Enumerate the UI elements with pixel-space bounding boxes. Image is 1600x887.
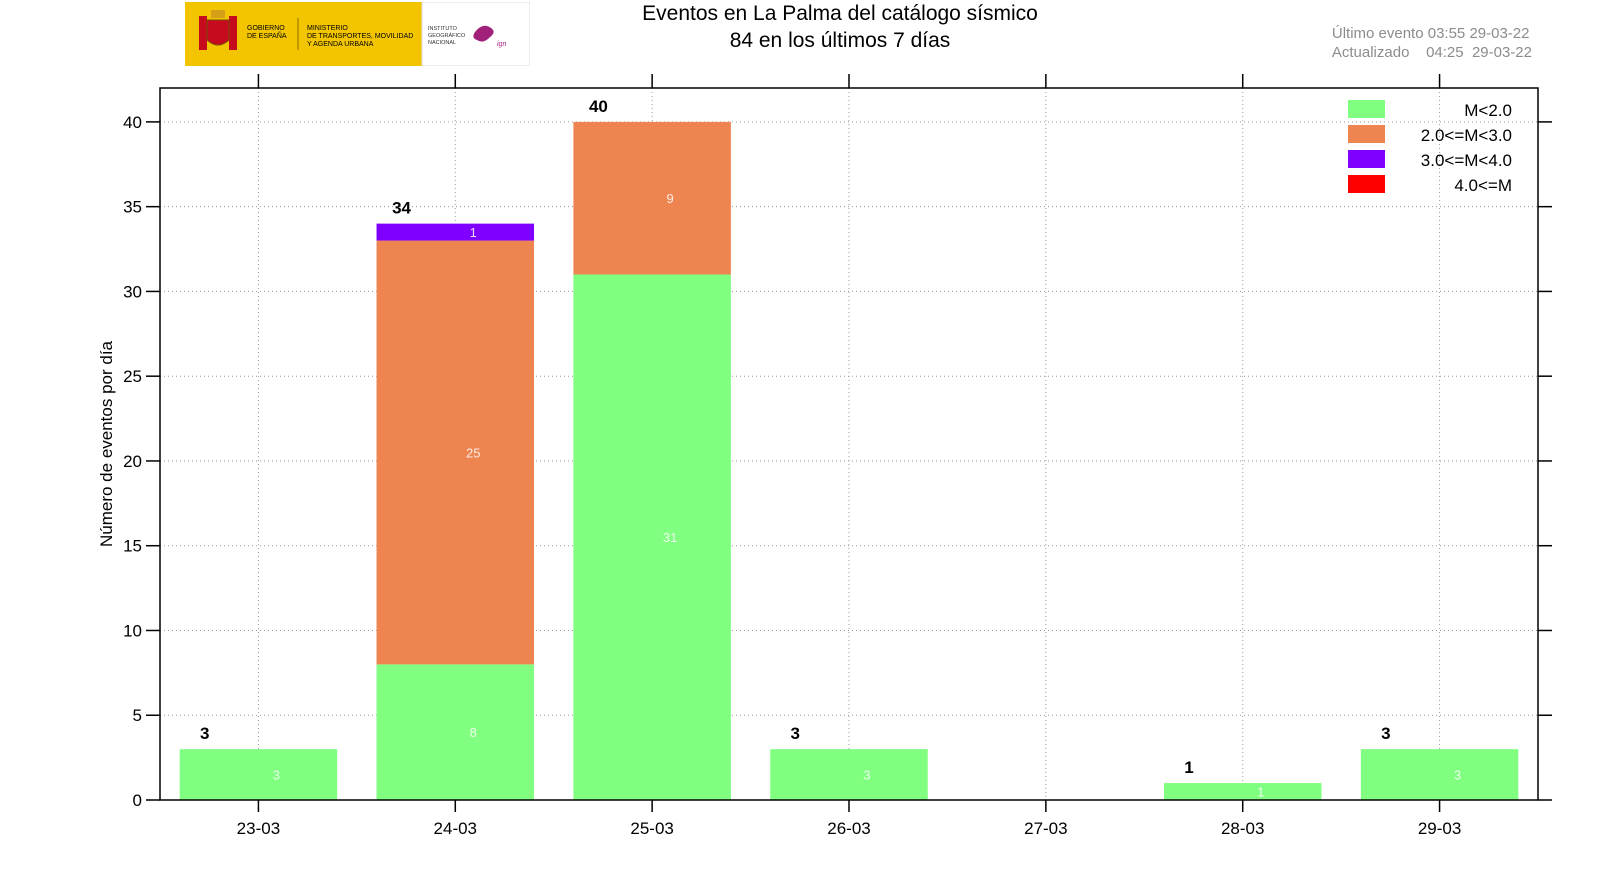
bar-segment xyxy=(179,749,338,800)
y-tick-label: 35 xyxy=(123,198,142,217)
bar-segment xyxy=(1163,783,1322,800)
x-tick-label: 25-03 xyxy=(630,819,673,838)
legend-label: 2.0<=M<3.0 xyxy=(1421,126,1512,145)
legend-label: 4.0<=M xyxy=(1454,176,1512,195)
y-tick-label: 30 xyxy=(123,282,142,301)
total-label: 3 xyxy=(791,724,800,743)
svg-text:NACIONAL: NACIONAL xyxy=(428,40,456,46)
svg-text:INSTITUTO: INSTITUTO xyxy=(428,26,458,32)
chart-title: Eventos en La Palma del catálogo sísmico xyxy=(642,2,1038,25)
total-label: 40 xyxy=(589,97,608,116)
legend-label: M<2.0 xyxy=(1464,101,1512,120)
y-tick-label: 40 xyxy=(123,113,142,132)
bar-segment xyxy=(1360,749,1519,800)
svg-text:ign: ign xyxy=(497,41,506,48)
y-tick-label: 0 xyxy=(133,791,142,810)
svg-text:Y AGENDA URBANA: Y AGENDA URBANA xyxy=(307,41,374,48)
ign-emblem-icon xyxy=(473,25,494,42)
bar-segment xyxy=(573,274,731,800)
total-label: 34 xyxy=(392,199,411,218)
bar-segment xyxy=(376,223,535,241)
svg-text:DE TRANSPORTES, MOVILIDAD: DE TRANSPORTES, MOVILIDAD xyxy=(307,33,413,40)
chart-header: Eventos en La Palma del catálogo sísmico… xyxy=(540,0,1140,54)
x-tick-label: 24-03 xyxy=(434,819,477,838)
bar-segment xyxy=(376,664,535,800)
legend-swatch xyxy=(1348,125,1385,143)
legend-swatch xyxy=(1348,175,1385,193)
svg-text:GEOGRÁFICO: GEOGRÁFICO xyxy=(428,32,466,39)
bar-segment xyxy=(376,240,535,665)
bar-segment xyxy=(770,749,928,800)
x-tick-label: 26-03 xyxy=(827,819,870,838)
legend-label: 3.0<=M<4.0 xyxy=(1421,151,1512,170)
segment-label: 1 xyxy=(1257,785,1264,800)
segment-label: 3 xyxy=(863,768,870,783)
segment-label: 3 xyxy=(1454,768,1461,783)
segment-label: 31 xyxy=(663,530,677,545)
agency-logo: GOBIERNO DE ESPAÑA MINISTERIO DE TRANSPO… xyxy=(185,2,530,66)
coat-of-arms-icon xyxy=(199,10,237,50)
y-tick-label: 10 xyxy=(123,621,142,640)
y-axis-label: Número de eventos por día xyxy=(97,340,116,547)
x-tick-label: 23-03 xyxy=(237,819,280,838)
y-tick-label: 20 xyxy=(123,452,142,471)
total-label: 3 xyxy=(1381,724,1390,743)
y-tick-label: 5 xyxy=(133,706,142,725)
updated-text: Actualizado 04:25 29-03-22 xyxy=(1331,44,1532,61)
total-label: 3 xyxy=(200,724,209,743)
segment-label: 1 xyxy=(470,225,477,240)
legend-swatch xyxy=(1348,100,1385,118)
update-info: Último evento 03:55 29-03-22 Actualizado… xyxy=(1332,24,1532,62)
chart-subtitle: 84 en los últimos 7 días xyxy=(729,29,951,52)
segment-label: 8 xyxy=(470,725,477,740)
segment-label: 25 xyxy=(466,445,480,460)
x-tick-label: 27-03 xyxy=(1024,819,1067,838)
svg-text:DE ESPAÑA: DE ESPAÑA xyxy=(247,31,287,40)
y-tick-label: 25 xyxy=(123,367,142,386)
x-tick-label: 29-03 xyxy=(1418,819,1461,838)
svg-text:MINISTERIO: MINISTERIO xyxy=(307,25,348,32)
x-tick-label: 28-03 xyxy=(1221,819,1264,838)
bar-segment xyxy=(573,121,731,275)
segment-label: 9 xyxy=(667,191,674,206)
svg-text:GOBIERNO: GOBIERNO xyxy=(247,25,285,32)
legend-swatch xyxy=(1348,150,1385,168)
segment-label: 3 xyxy=(273,768,280,783)
total-label: 1 xyxy=(1184,758,1193,777)
last-event-text: Último evento 03:55 29-03-22 xyxy=(1331,25,1530,42)
y-tick-label: 15 xyxy=(123,537,142,556)
